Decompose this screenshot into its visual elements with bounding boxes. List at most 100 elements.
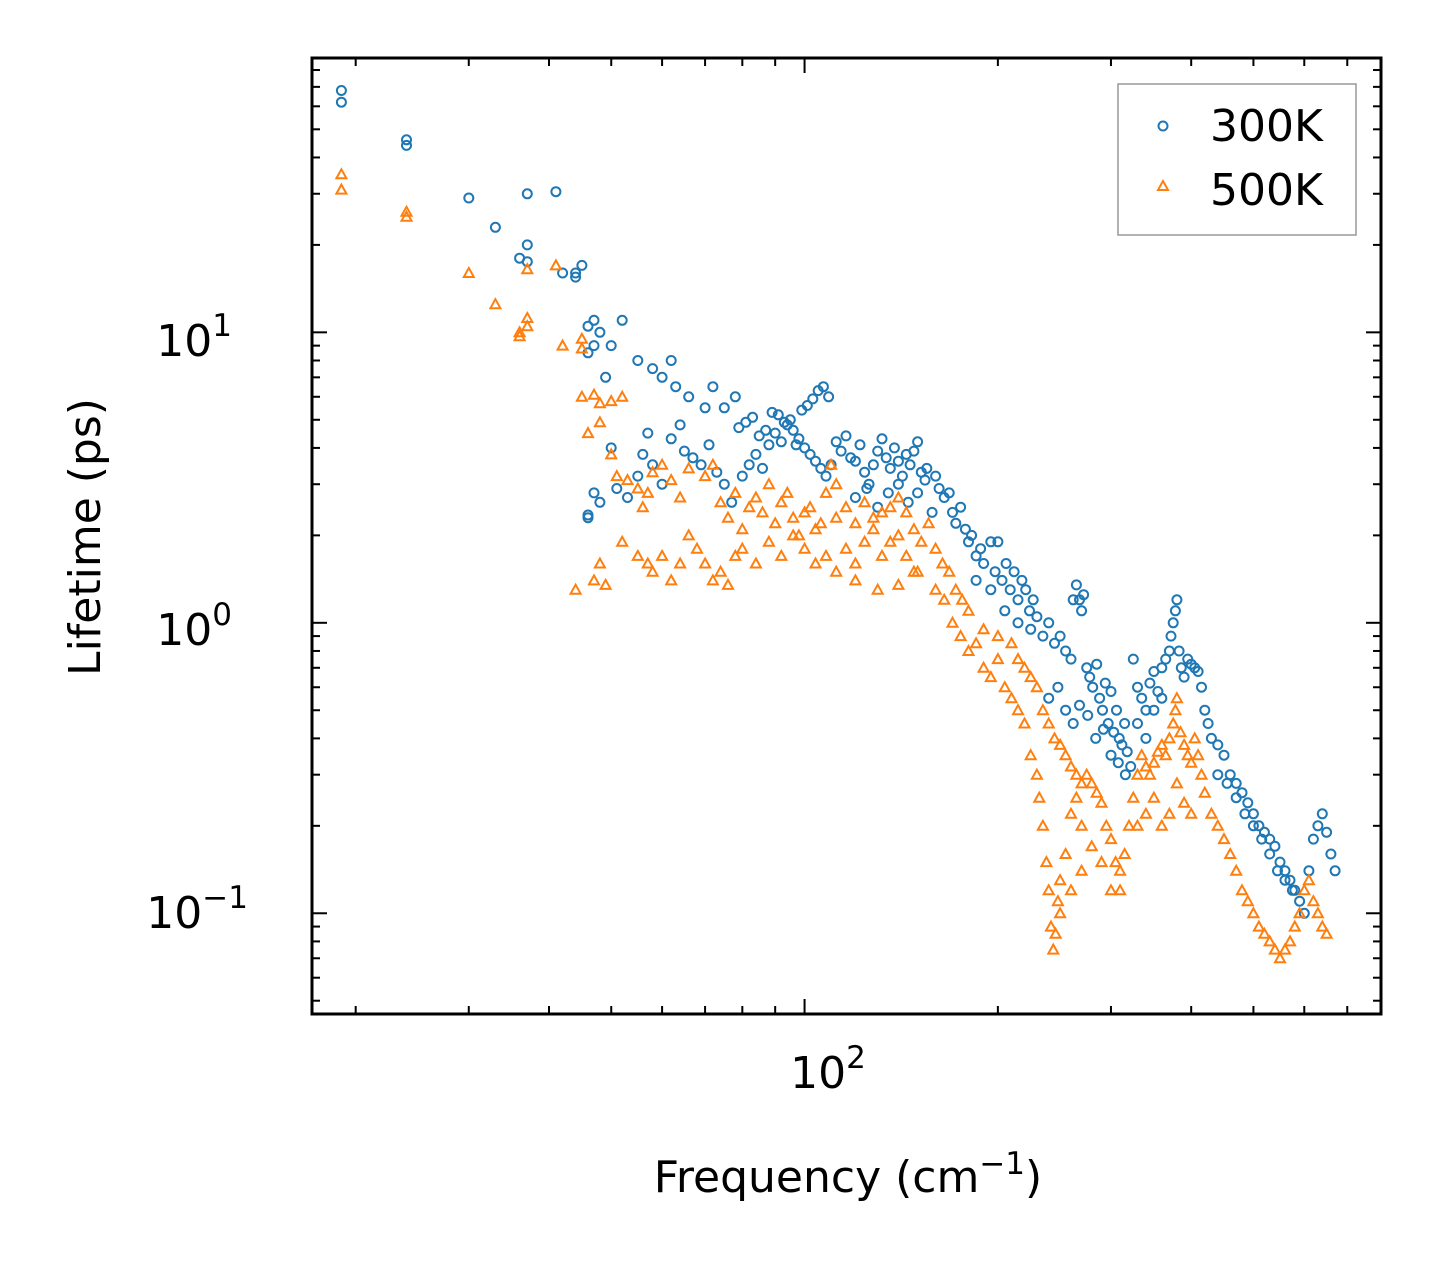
data-points-layer	[334, 85, 1341, 964]
data-point-300k	[1167, 617, 1179, 629]
data-point-300k	[726, 496, 738, 508]
data-point-300k	[908, 445, 920, 457]
data-point-500k	[698, 556, 712, 569]
data-point-300k	[707, 381, 719, 393]
data-point-300k	[1127, 653, 1139, 665]
data-point-500k	[1204, 806, 1219, 819]
data-point-300k	[926, 506, 938, 518]
data-point-300k	[1016, 574, 1028, 586]
data-point-500k	[673, 490, 687, 503]
data-point-300k	[1112, 757, 1124, 769]
data-point-300k	[830, 436, 842, 448]
data-point-300k	[1242, 797, 1254, 809]
data-point-500k	[615, 534, 629, 547]
data-point-500k	[762, 477, 776, 490]
data-point-500k	[839, 541, 853, 554]
data-point-500k	[1085, 776, 1099, 789]
data-point-300k	[1084, 671, 1096, 683]
data-point-500k	[824, 457, 838, 470]
data-point-500k	[728, 548, 742, 561]
data-point-300k	[1078, 589, 1090, 601]
data-point-300k	[1052, 681, 1064, 693]
data-point-500k	[928, 582, 943, 595]
data-point-500k	[1191, 748, 1205, 761]
data-point-300k	[1025, 623, 1037, 635]
data-point-300k	[743, 459, 755, 471]
data-point-500k	[742, 500, 756, 513]
data-point-500k	[581, 426, 595, 439]
data-point-500k	[883, 500, 897, 513]
data-point-300k	[1171, 594, 1183, 606]
data-point-300k	[787, 424, 799, 436]
data-point-500k	[774, 495, 788, 508]
data-point-300k	[1307, 833, 1319, 845]
data-point-300k	[867, 459, 879, 471]
data-point-500k	[690, 541, 704, 554]
data-point-500k	[797, 541, 812, 554]
data-point-300k	[996, 574, 1008, 586]
data-point-300k	[1043, 692, 1055, 704]
data-point-300k	[594, 496, 606, 508]
data-point-500k	[631, 481, 645, 494]
data-point-500k	[1042, 716, 1056, 729]
data-point-300k	[695, 459, 707, 471]
data-point-300k	[678, 445, 690, 457]
data-point-300k	[1274, 856, 1286, 868]
data-point-500k	[1177, 795, 1191, 808]
data-point-500k	[1194, 767, 1209, 780]
data-point-300k	[1312, 820, 1324, 832]
data-point-500k	[907, 522, 921, 535]
data-point-300k	[1253, 820, 1265, 832]
data-point-500k	[555, 338, 570, 351]
data-point-500k	[1135, 748, 1149, 761]
data-point-300k	[335, 96, 347, 108]
data-point-500k	[1283, 934, 1297, 947]
data-point-300k	[904, 459, 916, 471]
data-point-300k	[1286, 884, 1298, 896]
data-point-300k	[975, 543, 987, 555]
data-point-500k	[814, 516, 828, 529]
data-point-300k	[1024, 605, 1035, 617]
data-point-300k	[582, 509, 594, 521]
data-point-500k	[984, 670, 998, 683]
data-point-500k	[682, 461, 696, 474]
data-point-300k	[799, 442, 811, 454]
data-point-500k	[1173, 725, 1188, 738]
data-point-500k	[914, 534, 928, 547]
data-point-300k	[1125, 761, 1137, 772]
data-point-300k	[1094, 692, 1106, 704]
data-point-300k	[1247, 820, 1259, 832]
data-point-300k	[1037, 630, 1049, 642]
data-point-500k	[991, 629, 1005, 642]
data-point-300k	[989, 566, 1001, 578]
data-point-500k	[1044, 919, 1058, 932]
data-point-300k	[823, 391, 835, 403]
data-point-500k	[568, 582, 583, 595]
data-point-500k	[848, 516, 863, 529]
data-point-500k	[1053, 737, 1067, 750]
data-point-300k	[605, 340, 617, 352]
data-point-500k	[1292, 906, 1307, 919]
data-point-500k	[1126, 790, 1140, 803]
data-point-300k	[600, 371, 612, 383]
data-point-300k	[1224, 769, 1236, 781]
data-point-300k	[1097, 704, 1108, 716]
data-point-300k	[521, 188, 533, 200]
data-point-300k	[632, 470, 644, 482]
data-point-500k	[749, 490, 763, 503]
data-point-500k	[1168, 703, 1183, 716]
data-point-500k	[1058, 846, 1073, 859]
data-point-300k	[1012, 617, 1024, 629]
data-point-500k	[655, 457, 669, 470]
data-point-300k	[1027, 594, 1039, 606]
data-point-300k	[718, 402, 730, 414]
data-point-300k	[656, 371, 668, 383]
data-point-300k	[1256, 833, 1268, 845]
data-point-500k	[953, 629, 968, 642]
y-axis-label: Lifetime (ps)	[60, 398, 111, 676]
data-point-300k	[1205, 732, 1217, 744]
data-point-300k	[1230, 792, 1242, 804]
data-point-300k	[1329, 865, 1341, 877]
data-point-500k	[786, 528, 800, 541]
